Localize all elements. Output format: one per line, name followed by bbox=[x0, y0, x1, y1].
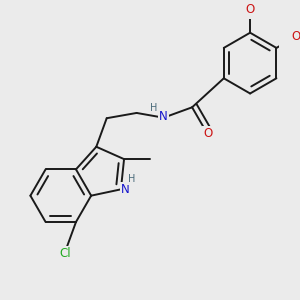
Text: N: N bbox=[121, 183, 130, 196]
Text: O: O bbox=[292, 30, 300, 43]
Text: H: H bbox=[128, 174, 136, 184]
Text: N: N bbox=[159, 110, 168, 123]
Text: H: H bbox=[150, 103, 157, 113]
Text: O: O bbox=[203, 127, 212, 140]
Text: O: O bbox=[245, 3, 255, 16]
Text: Cl: Cl bbox=[60, 247, 71, 260]
